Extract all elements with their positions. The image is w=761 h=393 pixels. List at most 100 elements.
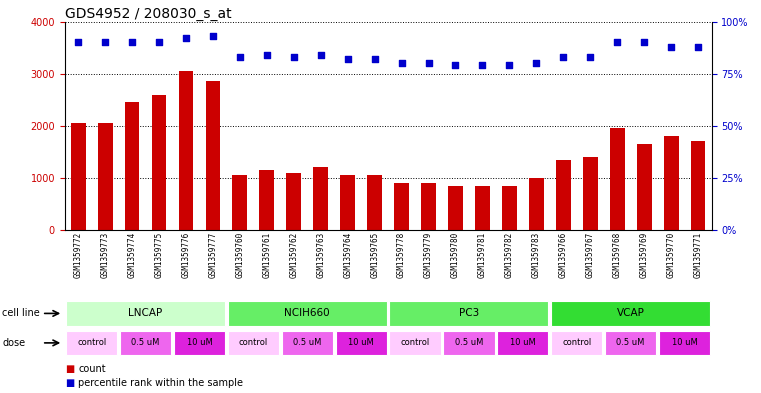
Text: LNCAP: LNCAP xyxy=(129,309,163,318)
Point xyxy=(557,54,569,60)
Bar xyxy=(605,331,656,355)
Text: NCIH660: NCIH660 xyxy=(285,309,330,318)
Bar xyxy=(205,81,221,230)
Point xyxy=(99,39,111,46)
Bar xyxy=(120,331,171,355)
Point xyxy=(261,52,273,58)
Bar xyxy=(390,301,549,326)
Bar xyxy=(691,141,705,230)
Text: GSM1359783: GSM1359783 xyxy=(532,232,541,278)
Text: percentile rank within the sample: percentile rank within the sample xyxy=(78,378,244,388)
Text: GSM1359781: GSM1359781 xyxy=(478,232,487,278)
Bar xyxy=(228,301,387,326)
Bar xyxy=(286,173,301,230)
Text: 0.5 uM: 0.5 uM xyxy=(455,338,483,347)
Point xyxy=(396,60,408,66)
Text: GDS4952 / 208030_s_at: GDS4952 / 208030_s_at xyxy=(65,7,231,20)
Bar xyxy=(260,170,274,230)
Bar xyxy=(125,102,139,230)
Text: count: count xyxy=(78,364,106,374)
Bar xyxy=(556,160,571,230)
Text: PC3: PC3 xyxy=(459,309,479,318)
Point xyxy=(153,39,165,46)
Bar xyxy=(394,183,409,230)
Point xyxy=(368,56,380,62)
Text: GSM1359765: GSM1359765 xyxy=(370,232,379,278)
Bar xyxy=(174,331,225,355)
Bar xyxy=(529,178,544,230)
Text: 10 uM: 10 uM xyxy=(349,338,374,347)
Point xyxy=(207,33,219,39)
Bar xyxy=(583,157,597,230)
Point xyxy=(476,62,489,68)
Text: cell line: cell line xyxy=(2,309,40,318)
Text: control: control xyxy=(400,338,430,347)
Text: 0.5 uM: 0.5 uM xyxy=(132,338,160,347)
Point xyxy=(638,39,650,46)
Point xyxy=(288,54,300,60)
Text: GSM1359762: GSM1359762 xyxy=(289,232,298,278)
Text: ■: ■ xyxy=(65,378,74,388)
Point xyxy=(126,39,139,46)
Point xyxy=(72,39,84,46)
Bar xyxy=(637,144,651,230)
Bar xyxy=(368,175,382,230)
Bar xyxy=(551,331,603,355)
Text: 10 uM: 10 uM xyxy=(186,338,212,347)
Text: GSM1359767: GSM1359767 xyxy=(586,232,595,278)
Bar xyxy=(421,183,436,230)
Text: 10 uM: 10 uM xyxy=(510,338,536,347)
Text: GSM1359778: GSM1359778 xyxy=(397,232,406,278)
Text: GSM1359782: GSM1359782 xyxy=(505,232,514,278)
Point xyxy=(314,52,326,58)
Text: GSM1359780: GSM1359780 xyxy=(451,232,460,278)
Text: GSM1359763: GSM1359763 xyxy=(317,232,325,278)
Point xyxy=(530,60,543,66)
Text: GSM1359776: GSM1359776 xyxy=(181,232,190,278)
Text: GSM1359774: GSM1359774 xyxy=(128,232,136,278)
Point xyxy=(234,54,246,60)
Text: dose: dose xyxy=(2,338,25,348)
Point xyxy=(665,44,677,50)
Text: GSM1359764: GSM1359764 xyxy=(343,232,352,278)
Bar xyxy=(66,301,225,326)
Bar xyxy=(232,175,247,230)
Text: VCAP: VCAP xyxy=(616,309,645,318)
Text: GSM1359770: GSM1359770 xyxy=(667,232,676,278)
Text: GSM1359760: GSM1359760 xyxy=(235,232,244,278)
Bar xyxy=(610,129,625,230)
Bar xyxy=(475,185,490,230)
Bar xyxy=(448,185,463,230)
Bar xyxy=(151,94,167,230)
Text: GSM1359769: GSM1359769 xyxy=(640,232,648,278)
Text: ■: ■ xyxy=(65,364,74,374)
Bar xyxy=(664,136,679,230)
Text: GSM1359775: GSM1359775 xyxy=(154,232,164,278)
Bar xyxy=(497,331,549,355)
Bar xyxy=(340,175,355,230)
Bar xyxy=(551,301,710,326)
Text: GSM1359779: GSM1359779 xyxy=(424,232,433,278)
Bar xyxy=(282,331,333,355)
Bar xyxy=(66,331,117,355)
Bar xyxy=(228,331,279,355)
Bar xyxy=(336,331,387,355)
Point xyxy=(611,39,623,46)
Text: 0.5 uM: 0.5 uM xyxy=(293,338,321,347)
Text: 0.5 uM: 0.5 uM xyxy=(616,338,645,347)
Text: 10 uM: 10 uM xyxy=(672,338,698,347)
Bar xyxy=(179,71,193,230)
Text: GSM1359768: GSM1359768 xyxy=(613,232,622,278)
Text: control: control xyxy=(239,338,268,347)
Point xyxy=(503,62,515,68)
Bar xyxy=(444,331,495,355)
Text: GSM1359772: GSM1359772 xyxy=(74,232,83,278)
Point xyxy=(692,44,704,50)
Text: GSM1359777: GSM1359777 xyxy=(209,232,218,278)
Bar xyxy=(390,331,441,355)
Text: GSM1359766: GSM1359766 xyxy=(559,232,568,278)
Text: GSM1359761: GSM1359761 xyxy=(263,232,272,278)
Point xyxy=(342,56,354,62)
Point xyxy=(422,60,435,66)
Bar xyxy=(659,331,710,355)
